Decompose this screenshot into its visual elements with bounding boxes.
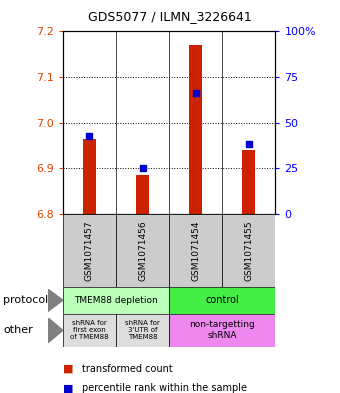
Text: GSM1071457: GSM1071457 — [85, 220, 94, 281]
Bar — [63, 214, 116, 287]
Text: control: control — [205, 295, 239, 305]
Text: other: other — [3, 325, 33, 335]
Bar — [83, 139, 96, 214]
Bar — [189, 45, 202, 214]
Text: GSM1071455: GSM1071455 — [244, 220, 253, 281]
Bar — [136, 175, 149, 214]
Text: GDS5077 / ILMN_3226641: GDS5077 / ILMN_3226641 — [88, 10, 252, 23]
Bar — [169, 214, 222, 287]
Text: transformed count: transformed count — [82, 364, 172, 374]
Text: GSM1071456: GSM1071456 — [138, 220, 147, 281]
Text: shRNA for
3'UTR of
TMEM88: shRNA for 3'UTR of TMEM88 — [125, 320, 160, 340]
Text: non-targetting
shRNA: non-targetting shRNA — [189, 320, 255, 340]
Bar — [63, 287, 169, 314]
Text: ■: ■ — [63, 364, 73, 374]
Text: TMEM88 depletion: TMEM88 depletion — [74, 296, 158, 305]
Text: protocol: protocol — [3, 295, 49, 305]
Bar — [116, 314, 169, 347]
Text: GSM1071454: GSM1071454 — [191, 220, 200, 281]
Polygon shape — [48, 318, 63, 343]
Text: ■: ■ — [63, 383, 73, 393]
Text: shRNA for
first exon
of TMEM88: shRNA for first exon of TMEM88 — [70, 320, 109, 340]
Polygon shape — [48, 289, 63, 312]
Text: percentile rank within the sample: percentile rank within the sample — [82, 383, 246, 393]
Bar — [63, 314, 116, 347]
Bar — [169, 314, 275, 347]
Bar — [116, 214, 169, 287]
Bar — [169, 287, 275, 314]
Bar — [242, 150, 255, 214]
Bar — [222, 214, 275, 287]
